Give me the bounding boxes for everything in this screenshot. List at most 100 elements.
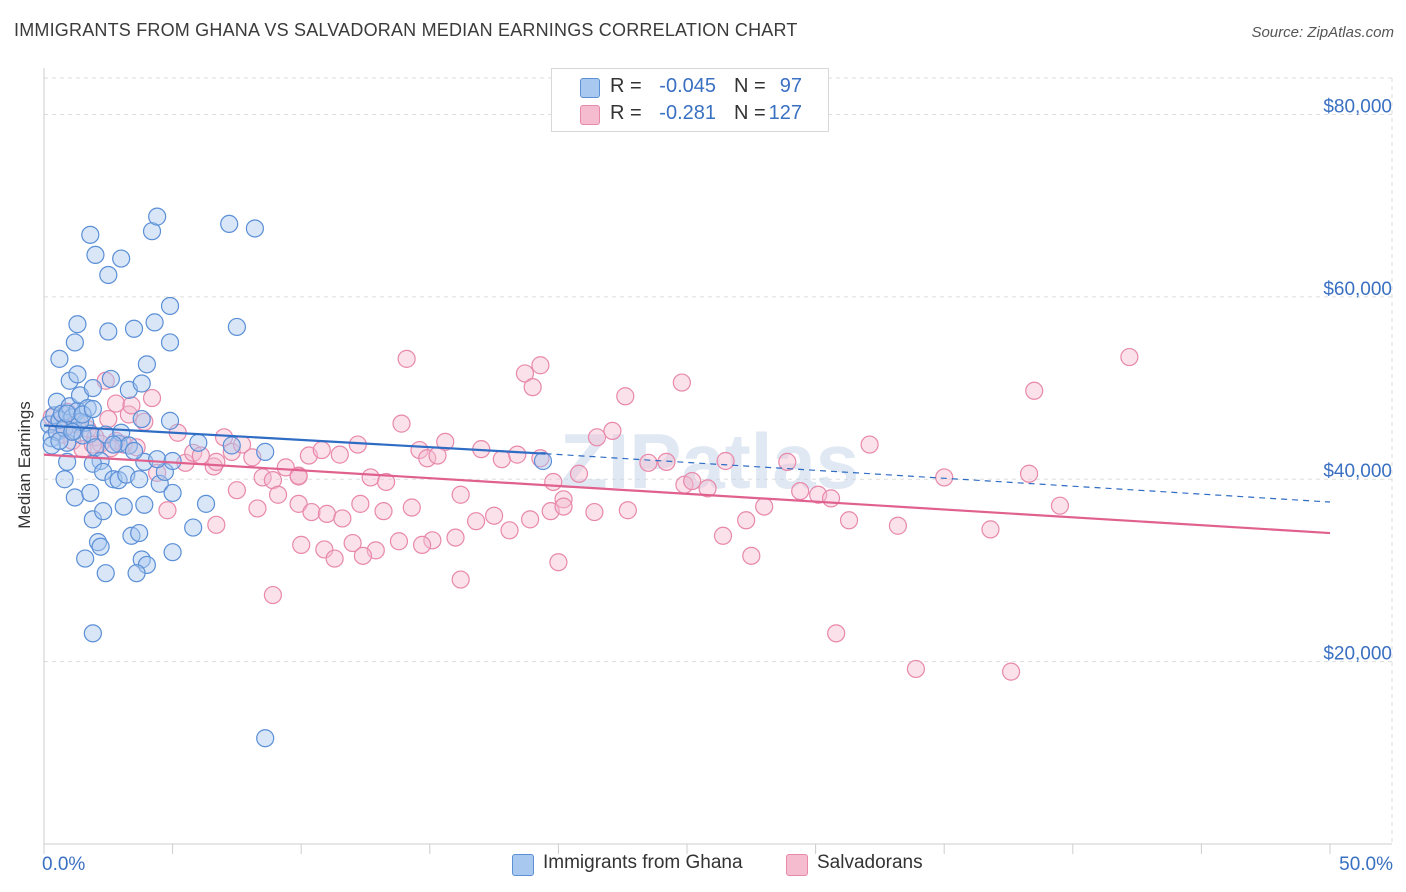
salvadoran-point <box>263 585 283 605</box>
salvadoran-points <box>42 347 1139 681</box>
salvadoran-point <box>423 531 442 550</box>
ghana-point <box>55 470 74 489</box>
salvadoran-point <box>289 494 308 513</box>
salvadoran-point <box>549 553 568 572</box>
salvadoran-point <box>531 356 550 375</box>
ghana-point <box>163 543 182 562</box>
ghana-point <box>245 219 265 238</box>
salvadoran-point <box>587 428 607 447</box>
x-tick-labels: 0.0% 50.0% <box>42 854 1393 875</box>
series-legend: Immigrants from Ghana Salvadorans <box>0 850 1406 878</box>
salvadoran-point <box>1050 496 1070 515</box>
r-label: R = <box>610 102 642 124</box>
ghana-point <box>81 225 100 244</box>
correlation-legend: R = -0.045 N = 97 R = -0.281 N = 127 <box>551 68 829 132</box>
legend-row-salvadoran: R = -0.281 N = 127 <box>552 101 828 127</box>
salvadoran-point <box>906 659 926 679</box>
y-tick-label: $40,000 <box>1323 461 1392 482</box>
salvadoran-point <box>83 435 102 454</box>
ghana-point <box>184 518 203 537</box>
salvadoran-trend-line <box>43 453 1331 535</box>
salvadoran-point <box>860 435 879 454</box>
salvadoran-point <box>343 533 362 553</box>
ghana-trend-line <box>43 424 546 455</box>
ghana-point <box>70 412 90 431</box>
ghana-point <box>256 442 275 461</box>
ghana-point <box>94 502 113 521</box>
salvadoran-point <box>276 458 295 477</box>
ghana-point <box>119 436 138 455</box>
salvadoran-point <box>351 494 370 513</box>
ghana-point <box>160 296 180 316</box>
ghana-point <box>533 451 553 471</box>
salvadoran-point <box>142 388 162 408</box>
salvadoran-point <box>554 490 573 509</box>
ghana-point <box>127 564 146 583</box>
salvadoran-point <box>737 511 756 530</box>
salvadoran-point <box>500 521 519 540</box>
y-tick-label: $20,000 <box>1323 644 1392 665</box>
salvadoran-point <box>268 485 288 504</box>
salvadoran-point <box>122 396 141 415</box>
ghana-point <box>160 411 180 430</box>
n-value: 97 <box>779 75 802 97</box>
ghana-point <box>132 374 151 393</box>
salvadoran-point <box>361 468 380 487</box>
salvadoran-point <box>302 502 321 522</box>
salvadoran-point <box>148 463 167 482</box>
salvadoran-point <box>158 501 177 520</box>
salvadoran-point <box>451 570 470 589</box>
ghana-point <box>86 245 105 265</box>
ghana-point <box>99 322 118 341</box>
salvadoran-point <box>485 506 504 525</box>
x-tick-label: 0.0% <box>42 854 85 875</box>
salvadoran-point <box>616 387 635 406</box>
salvadoran-point <box>515 364 535 383</box>
salvadoran-point <box>330 445 349 464</box>
ghana-point <box>99 265 118 285</box>
source-credit: Source: ZipAtlas.com <box>1251 24 1394 41</box>
r-label: R = <box>610 75 642 97</box>
y-tick-label: $60,000 <box>1323 279 1392 300</box>
ghana-point <box>189 433 208 452</box>
y-tick-labels: $20,000 $40,000 $60,000 $80,000 <box>1323 96 1392 664</box>
salvadoran-point <box>1120 347 1139 367</box>
salvadoran-point <box>683 471 702 491</box>
salvadoran-point <box>742 546 761 565</box>
salvadoran-point <box>376 472 396 492</box>
ghana-point <box>114 497 133 516</box>
ghana-point <box>160 333 180 352</box>
trend-lines <box>43 424 1331 535</box>
legend-label: Immigrants from Ghana <box>543 852 743 873</box>
ghana-point <box>73 405 92 424</box>
salvadoran-point <box>333 509 352 528</box>
salvadoran-point <box>544 472 563 492</box>
ghana-point <box>83 399 102 419</box>
salvadoran-point <box>839 511 859 530</box>
salvadoran-point <box>312 440 331 460</box>
ghana-point <box>94 462 113 482</box>
salvadoran-point <box>888 516 908 535</box>
salvadoran-point <box>106 394 126 413</box>
ghana-point <box>130 470 149 489</box>
ghana-point <box>145 313 164 332</box>
y-tick-label: $80,000 <box>1323 96 1392 117</box>
salvadoran-point <box>523 378 542 397</box>
ghana-point <box>52 404 72 423</box>
ghana-point <box>65 333 84 352</box>
salvadoran-point <box>389 532 409 551</box>
ghana-point <box>196 494 216 513</box>
ghana-point <box>58 404 77 423</box>
salvadoran-point <box>1025 381 1044 400</box>
x-tick-label: 50.0% <box>1339 854 1393 875</box>
ghana-point <box>220 214 239 234</box>
y-axis-label: Median Earnings <box>15 401 34 529</box>
salvadoran-point <box>315 540 334 559</box>
salvadoran-point <box>554 497 573 516</box>
ghana-point <box>227 317 246 337</box>
ghana-point <box>50 349 69 368</box>
ghana-point <box>130 523 149 543</box>
ghana-point <box>112 249 131 268</box>
salvadoran-point <box>374 502 393 521</box>
ghana-point <box>91 537 110 556</box>
